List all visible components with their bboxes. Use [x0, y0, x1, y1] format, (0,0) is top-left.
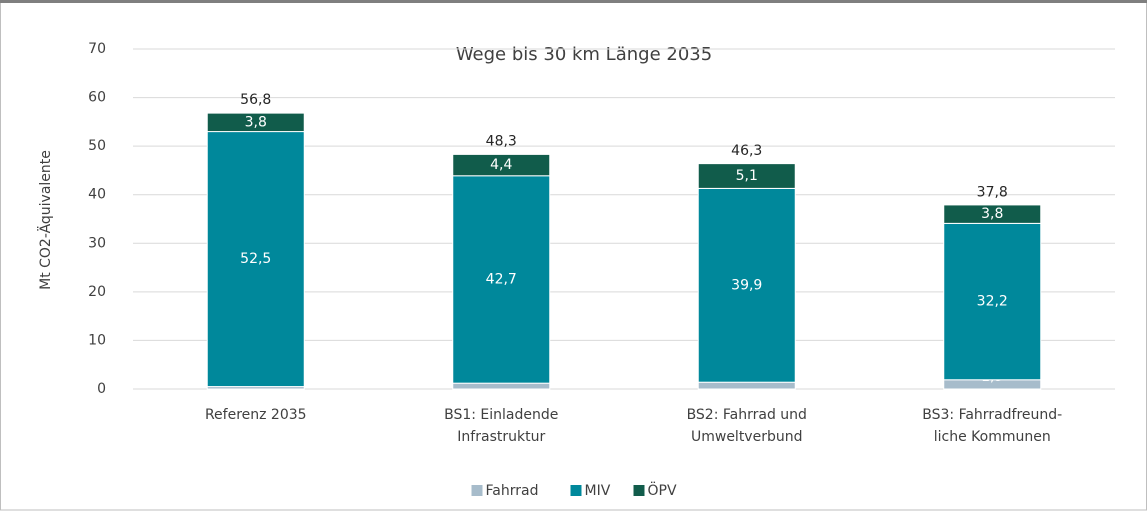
legend-swatch: [471, 485, 483, 496]
y-tick-label: 0: [97, 381, 106, 397]
total-label: 46,3: [731, 143, 762, 159]
legend-label: Fahrrad: [486, 483, 539, 499]
bar-segment: [943, 204, 1042, 224]
value-label: 5,1: [736, 168, 758, 184]
value-label: 42,7: [486, 271, 517, 287]
top-bar: [0, 0, 1147, 3]
y-tick-label: 10: [88, 332, 106, 348]
value-label: 3,8: [245, 114, 267, 130]
bar-segment: [452, 153, 551, 177]
legend-label: MIV: [585, 483, 611, 499]
bar-segment: [697, 163, 796, 189]
y-tick-label: 50: [88, 138, 106, 154]
y-tick-label: 70: [88, 41, 106, 57]
y-tick-label: 40: [88, 187, 106, 203]
legend-label: ÖPV: [648, 481, 677, 499]
x-tick-label: BS1: Einladende Infrastruktur: [444, 407, 558, 445]
x-tick-label: Referenz 2035: [205, 407, 307, 423]
bar-segment: [697, 187, 796, 383]
y-tick-label: 60: [88, 90, 106, 106]
value-label: 4,4: [490, 157, 512, 173]
y-tick-label: 20: [88, 284, 106, 300]
total-label: 48,3: [486, 133, 517, 149]
legend-swatch: [570, 485, 582, 496]
chart-title: Wege bis 30 km Länge 2035: [456, 44, 712, 65]
legend-swatch: [633, 485, 645, 496]
value-label: 39,9: [731, 277, 762, 293]
value-label: 52,5: [240, 251, 271, 267]
value-label: 3,8: [981, 206, 1003, 222]
y-tick-label: 30: [88, 235, 106, 251]
x-tick-label: BS3: Fahrradfreund-liche Kommunen: [922, 407, 1062, 445]
y-axis-label: Mt CO2-Äquivalente: [36, 150, 54, 290]
total-label: 56,8: [240, 92, 271, 108]
total-label: 37,8: [977, 184, 1008, 200]
bar-segment: [943, 222, 1042, 381]
bar-segment: [452, 175, 551, 384]
bar-segment: [206, 112, 305, 133]
value-label: 32,2: [977, 294, 1008, 310]
bar-segment: [206, 131, 305, 388]
x-tick-label: BS2: Fahrrad und Umweltverbund: [687, 407, 807, 445]
